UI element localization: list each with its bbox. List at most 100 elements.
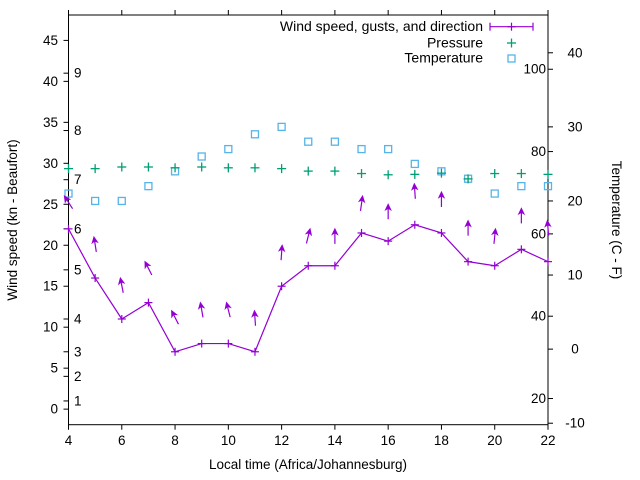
fahrenheit-tick-label: 100 <box>523 62 546 77</box>
pressure-point <box>383 170 393 180</box>
temperature-point <box>384 144 393 154</box>
wind-arrow-shaft <box>305 231 310 244</box>
wind-arrow <box>357 194 366 212</box>
x-tick-label: 20 <box>487 433 502 448</box>
wind-arrow-head <box>197 301 206 310</box>
kn-tick-label: 35 <box>43 115 58 130</box>
wind-point <box>384 237 393 246</box>
temperature-point <box>64 189 73 198</box>
pressure-point <box>277 164 287 174</box>
beaufort-tick-label: 4 <box>74 311 82 326</box>
x-tick-label: 16 <box>381 433 396 448</box>
left-axis-title: Wind speed (kn - Beaufort) <box>5 139 20 300</box>
temperature-point <box>490 189 499 198</box>
wind-arrow-head <box>411 182 419 191</box>
wind-arrow-head <box>464 219 472 228</box>
x-tick-label: 12 <box>274 433 289 448</box>
wind-arrow-head <box>171 309 179 319</box>
wind-arrow-head <box>304 227 313 237</box>
pressure-point <box>223 163 233 173</box>
kn-tick-label: 25 <box>43 197 58 212</box>
wind-point <box>250 347 259 356</box>
kn-tick-label: 20 <box>43 238 58 253</box>
wind-point <box>544 257 552 266</box>
temperature-point <box>357 144 366 154</box>
pressure-point <box>330 166 340 176</box>
wind-speed-line <box>64 220 552 356</box>
beaufort-ticks: 1 2 3 4 5 6 7 8 9 <box>63 66 82 408</box>
legend-label-wind: Wind speed, gusts, and direction <box>280 18 483 34</box>
x-tick-label: 4 <box>65 433 73 448</box>
x-tick-label: 10 <box>221 433 236 448</box>
temperature-point <box>224 144 233 154</box>
wind-arrow-head <box>63 195 72 204</box>
celsius-tick-label: -10 <box>565 416 585 431</box>
wind-arrow <box>171 309 179 325</box>
temperature-point <box>90 196 100 206</box>
wind-arrow-head <box>331 227 339 236</box>
wind-arrow-head <box>117 276 126 286</box>
wind-arrow-head <box>491 227 499 236</box>
x-tick-label: 6 <box>118 433 126 448</box>
temperature-point <box>517 181 526 191</box>
kn-tick-label: 10 <box>43 320 58 335</box>
x-tick-label: 8 <box>171 433 179 448</box>
wind-arrow <box>117 276 126 293</box>
right-axis-ticks: -10 0 10 20 30 40 <box>548 45 585 431</box>
wind-arrow-shaft <box>280 248 283 261</box>
wind-arrow <box>464 219 472 236</box>
wind-point <box>410 220 419 229</box>
wind-arrow <box>91 235 99 252</box>
wind-point <box>517 245 526 254</box>
pressure-point <box>64 164 73 174</box>
beaufort-tick-label: 5 <box>74 262 82 277</box>
wind-arrow <box>277 244 286 261</box>
temperature-point <box>197 152 206 161</box>
wind-point <box>171 347 180 356</box>
temperature-point <box>277 122 286 132</box>
kn-tick-label: 5 <box>50 361 58 376</box>
legend-label-temperature: Temperature <box>404 50 483 66</box>
x-tick-label: 18 <box>434 433 449 448</box>
wind-arrow-shaft <box>172 313 179 325</box>
pressure-point <box>90 164 100 174</box>
x-axis-ticks: 4 6 8 10 12 14 16 18 20 22 <box>65 10 556 448</box>
wind-arrow <box>437 190 446 207</box>
temperature-point <box>250 130 260 139</box>
wind-arrow-head <box>91 235 99 245</box>
wind-arrow <box>63 195 74 209</box>
wind-arrow-shaft <box>226 305 231 318</box>
kn-tick-label: 30 <box>43 156 58 171</box>
wind-point <box>91 274 100 283</box>
wind-arrow <box>251 309 259 326</box>
celsius-tick-label: 30 <box>567 119 582 134</box>
wind-arrow <box>411 182 419 199</box>
wind-direction-arrows <box>63 182 552 326</box>
wind-point <box>357 228 366 237</box>
wind-point <box>437 228 446 237</box>
wind-arrow <box>304 227 313 244</box>
wind-arrow-shaft <box>93 239 97 252</box>
fahrenheit-tick-label: 40 <box>531 309 546 324</box>
fahrenheit-ticks: 20 40 60 80 100 <box>523 62 553 406</box>
temperature-series <box>64 122 553 206</box>
pressure-point <box>303 166 313 176</box>
wind-arrow-shaft <box>547 223 550 236</box>
wind-arrow-head <box>251 309 259 318</box>
kn-tick-label: 40 <box>43 74 58 89</box>
pressure-series <box>64 162 553 184</box>
beaufort-tick-label: 2 <box>74 369 82 384</box>
left-axis-ticks: 0 5 10 15 20 25 30 35 40 45 <box>43 33 69 417</box>
wind-speed-polyline <box>67 224 549 353</box>
beaufort-tick-label: 1 <box>74 393 82 408</box>
wind-arrow <box>517 207 526 224</box>
wind-arrow-shaft <box>120 280 124 293</box>
kn-tick-label: 0 <box>50 402 58 417</box>
wind-arrow-shaft <box>493 231 496 244</box>
wind-point <box>490 261 499 270</box>
wind-point <box>464 257 473 266</box>
x-axis-title: Local time (Africa/Johannesburg) <box>209 457 407 472</box>
temperature-point <box>330 137 340 146</box>
legend: Wind speed, gusts, and direction Pressur… <box>280 18 534 66</box>
wind-arrow <box>331 227 339 244</box>
